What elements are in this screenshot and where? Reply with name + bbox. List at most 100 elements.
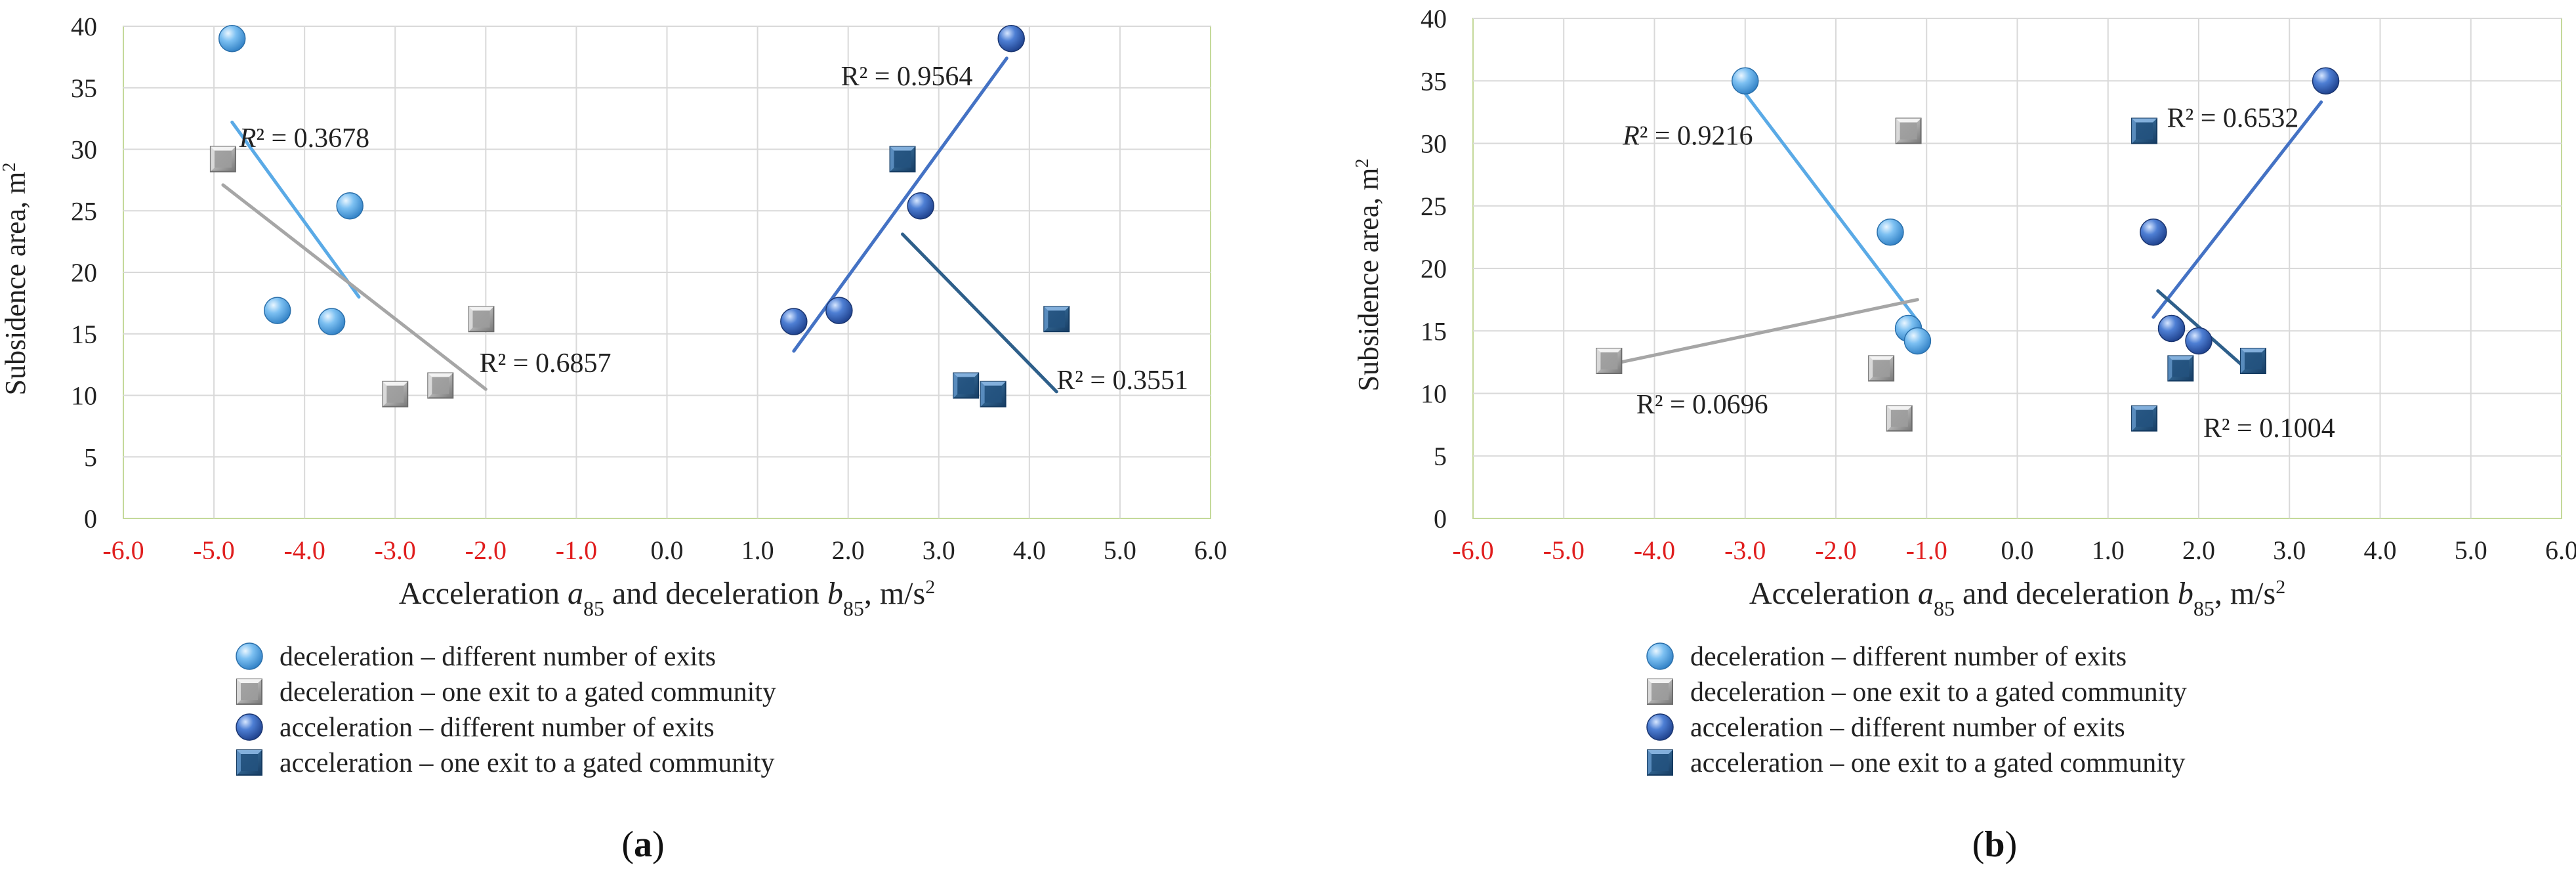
- x-tick-label: 2.0: [832, 535, 865, 565]
- x-tick-label: 3.0: [923, 535, 955, 565]
- x-tick-label: 5.0: [2455, 535, 2487, 565]
- data-point-series-1: [1877, 219, 1904, 246]
- data-point-series-1: [1903, 327, 1932, 355]
- data-point-series-1: [218, 25, 246, 52]
- x-tick-label: 0.0: [651, 535, 684, 565]
- x-tick-label: -2.0: [1815, 535, 1856, 565]
- data-point-series-1: [1732, 67, 1759, 94]
- y-tick-label: 10: [71, 381, 97, 411]
- r2-label-series-2: R² = 0.0696: [1636, 390, 1768, 420]
- y-tick-label: 35: [71, 73, 97, 103]
- x-tick-label: 1.0: [2092, 535, 2125, 565]
- x-tick-label: -3.0: [375, 535, 416, 565]
- trendline-series-1: [1743, 91, 1919, 323]
- panel-a: 0 5 10 15 20 25 30 35 40 -6.0 -5.0 -4.0 -3.0 -2.0 -1.0…: [0, 12, 1227, 865]
- data-point-series-3: [997, 25, 1025, 52]
- x-tick-label: -1.0: [1906, 535, 1947, 565]
- r2-label-series-1: R² = 0.9216: [1622, 121, 1753, 151]
- legend-marker-series-2: [236, 679, 262, 705]
- y-tick-label: 40: [1421, 4, 1447, 33]
- data-point-series-2: [1596, 347, 1623, 374]
- x-tick-label: -6.0: [1452, 535, 1493, 565]
- r2-label-series-3: R² = 0.6532: [2167, 104, 2299, 134]
- trendline-series-1: [230, 120, 361, 299]
- data-point-series-4: [2239, 347, 2266, 374]
- data-point-series-3: [2140, 219, 2167, 246]
- y-tick-label: 15: [1421, 316, 1447, 346]
- data-point-series-4: [980, 381, 1007, 408]
- x-axis-label: Acceleration a85 and deceleration b85, m…: [399, 576, 935, 621]
- x-tick-label: 6.0: [2545, 535, 2576, 565]
- x-tick-label: -1.0: [556, 535, 597, 565]
- legend-marker-series-2: [1647, 679, 1673, 705]
- y-tick-label: 0: [84, 504, 97, 534]
- trendline-series-4: [901, 232, 1058, 394]
- data-point-series-3: [825, 297, 853, 324]
- y-tick-label: 5: [1434, 442, 1447, 471]
- data-point-series-3: [780, 308, 808, 335]
- x-tick-label: 3.0: [2273, 535, 2306, 565]
- y-tick-label: 0: [1434, 504, 1447, 534]
- data-point-series-4: [953, 372, 980, 399]
- x-tick-label: -6.0: [102, 535, 144, 565]
- r2-label-series-4: R² = 0.1004: [2203, 413, 2335, 444]
- y-axis-label: Subsidence area, m2: [1352, 159, 1385, 392]
- data-point-series-4: [2131, 117, 2158, 144]
- data-point-series-1: [263, 297, 291, 324]
- legend-marker-series-4: [1647, 749, 1673, 776]
- r2-label-series-4: R² = 0.3551: [1056, 366, 1188, 396]
- data-point-series-2: [1868, 355, 1895, 382]
- y-axis-label: Subsidence area, m2: [0, 163, 31, 396]
- legend-marker-series-3: [236, 713, 263, 741]
- trendline-series-3: [2151, 100, 2323, 319]
- panel-label: (b): [1972, 824, 2017, 865]
- r2-label-series-1: R² = 0.3678: [239, 123, 369, 154]
- x-tick-label: 6.0: [1194, 535, 1227, 565]
- data-point-series-4: [2167, 355, 2194, 382]
- data-point-series-4: [889, 146, 916, 173]
- x-tick-label: -4.0: [284, 535, 325, 565]
- panel-b: 0 5 10 15 20 25 30 35 40 -6.0 -5.0 -4.0 -3.0 -2.0 -1.0…: [1352, 4, 2576, 865]
- y-tick-label: 20: [71, 258, 97, 287]
- data-point-series-1: [336, 192, 364, 220]
- y-tick-label: 30: [71, 135, 97, 165]
- legend-marker-series-3: [1646, 713, 1674, 741]
- trendline-series-2: [221, 183, 488, 391]
- legend-label-series-3: acceleration – different number of exits: [1690, 713, 2125, 743]
- x-tick-label: 0.0: [2001, 535, 2034, 565]
- legend-label-series-1: deceleration – different number of exits: [280, 642, 716, 672]
- x-tick-label: -2.0: [465, 535, 507, 565]
- data-point-series-2: [209, 146, 236, 173]
- x-tick-label: -3.0: [1724, 535, 1766, 565]
- data-point-series-3: [2185, 327, 2212, 355]
- y-tick-label: 35: [1421, 66, 1447, 96]
- y-tick-label: 5: [84, 442, 97, 472]
- panel-label: (a): [621, 824, 664, 865]
- x-tick-label: 2.0: [2182, 535, 2215, 565]
- legend-label-series-4: acceleration – one exit to a gated commu…: [280, 748, 775, 778]
- legend-marker-series-1: [236, 642, 263, 670]
- legend-label-series-4: acceleration – one exit to a gated commu…: [1690, 748, 2186, 778]
- legend-label-series-2: deceleration – one exit to a gated commu…: [280, 677, 776, 707]
- x-tick-label: 4.0: [1013, 535, 1046, 565]
- x-tick-label: -5.0: [1543, 535, 1585, 565]
- data-point-series-3: [2312, 67, 2340, 94]
- x-tick-label: 5.0: [1104, 535, 1136, 565]
- data-point-series-2: [1895, 117, 1922, 144]
- legend-label-series-2: deceleration – one exit to a gated commu…: [1690, 677, 2187, 707]
- data-point-series-2: [1886, 405, 1913, 432]
- data-point-series-3: [907, 192, 934, 220]
- y-tick-label: 10: [1421, 379, 1447, 409]
- r2-label-series-2: R² = 0.6857: [480, 348, 612, 379]
- data-point-series-3: [2157, 314, 2186, 343]
- data-point-series-2: [427, 372, 454, 399]
- legend-marker-series-1: [1646, 642, 1674, 670]
- data-point-series-2: [382, 381, 409, 408]
- y-tick-label: 30: [1421, 129, 1447, 159]
- x-axis-label: Acceleration a85 and deceleration b85, m…: [1749, 576, 2285, 621]
- data-point-series-2: [468, 306, 495, 333]
- legend-label-series-1: deceleration – different number of exits: [1690, 642, 2127, 672]
- y-tick-label: 25: [71, 196, 97, 226]
- legend-marker-series-4: [236, 749, 262, 776]
